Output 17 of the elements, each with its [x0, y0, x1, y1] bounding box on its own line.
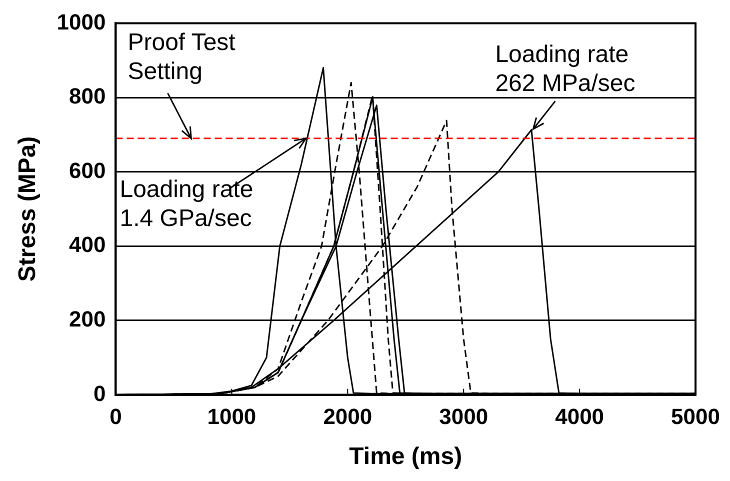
x-tick-label: 0 [110, 404, 122, 430]
y-tick-label: 800 [69, 84, 106, 109]
x-tick-label: 2000 [323, 404, 372, 430]
y-tick-label: 0 [93, 380, 106, 406]
y-tick-label: 600 [69, 158, 106, 183]
x-tick-label: 5000 [671, 404, 720, 430]
y-tick-label: 200 [69, 306, 106, 332]
annotation: Proof Test Setting [128, 28, 236, 85]
annotation: Loading rate 1.4 GPa/sec [120, 176, 254, 232]
annotation: Loading rate 262 MPa/sec [495, 40, 636, 97]
x-tick-label: 1000 [207, 404, 256, 430]
x-tick-label: 3000 [439, 404, 488, 430]
y-axis-title: Stress (MPa) [14, 136, 42, 282]
x-axis-title: Time (ms) [349, 443, 462, 470]
x-tick-label: 4000 [555, 404, 604, 430]
y-tick-label: 1000 [56, 9, 106, 34]
y-tick-label: 400 [69, 232, 106, 258]
